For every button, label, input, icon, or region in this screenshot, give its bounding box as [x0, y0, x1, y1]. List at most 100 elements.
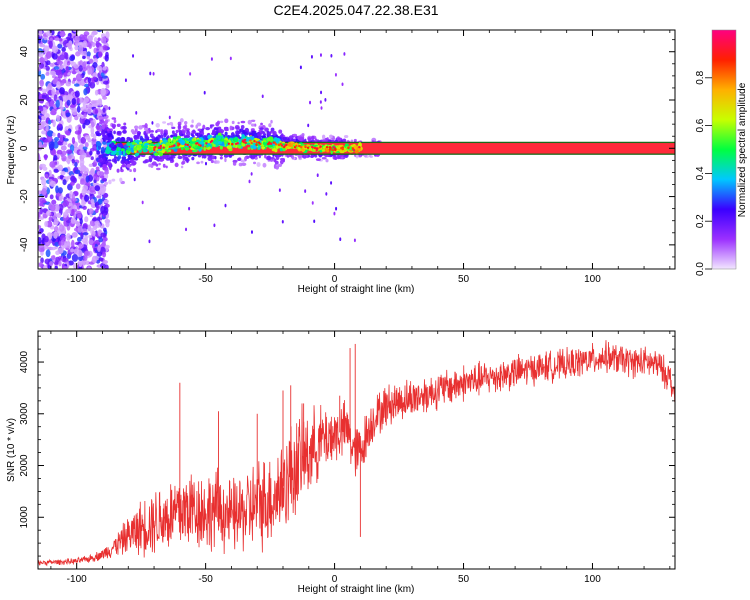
- heatmap-noise-cell: [76, 105, 81, 113]
- heatmap-noise-cell: [38, 37, 42, 44]
- heatmap-noise-cell: [45, 72, 50, 76]
- heatmap-core-cell: [126, 142, 131, 146]
- heatmap-core-cell: [148, 146, 152, 152]
- heatmap-halo-cell: [144, 123, 148, 129]
- heatmap-halo-cell: [113, 130, 116, 135]
- heatmap-noise-cell: [53, 155, 58, 161]
- heatmap-peak-cell: [304, 145, 307, 148]
- heatmap-noise-cell: [82, 66, 87, 72]
- heatmap-noise-cell: [61, 155, 67, 162]
- heatmap-peak-cell: [205, 142, 208, 145]
- heatmap-noise-cell: [66, 149, 73, 155]
- spectrogram-y-tick-label: 20: [19, 94, 30, 106]
- heatmap-core-cell: [116, 151, 119, 156]
- heatmap-noise-cell: [53, 137, 60, 142]
- heatmap-halo-cell: [259, 127, 264, 131]
- heatmap-halo-cell: [200, 160, 204, 164]
- heatmap-noise-cell: [39, 43, 46, 48]
- heatmap-peak-cell: [313, 146, 316, 150]
- heatmap-halo-cell: [258, 129, 262, 133]
- heatmap-noise-cell: [44, 154, 48, 161]
- heatmap-noise-cell: [44, 235, 49, 243]
- heatmap-halo-cell: [171, 130, 175, 135]
- spectrogram-x-axis-label: Height of straight line (km): [298, 284, 415, 295]
- heatmap-core-cell: [178, 144, 185, 148]
- heatmap-halo-cell: [251, 130, 257, 134]
- heatmap-noise-cell: [84, 234, 88, 242]
- heatmap-noise-cell: [100, 232, 107, 238]
- heatmap-core-cell: [158, 151, 164, 157]
- heatmap-noise-cell: [53, 231, 58, 239]
- heatmap-halo-cell: [224, 131, 228, 136]
- heatmap-noise-cell: [77, 237, 82, 242]
- heatmap-noise-cell: [45, 31, 52, 37]
- heatmap-core-cell: [168, 149, 172, 153]
- heatmap-halo-cell: [109, 136, 113, 141]
- heatmap-scatter-cell: [152, 71, 155, 76]
- heatmap-core-cell: [184, 147, 190, 151]
- heatmap-noise-cell: [94, 185, 101, 192]
- heatmap-scatter-cell: [304, 189, 307, 193]
- heatmap-scatter-cell: [120, 166, 123, 171]
- heatmap-halo-cell: [307, 154, 311, 158]
- heatmap-peak-cell: [315, 148, 318, 152]
- heatmap-noise-cell: [71, 98, 77, 106]
- heatmap-core-cell: [139, 141, 143, 145]
- heatmap-halo-cell: [209, 124, 215, 127]
- spectrogram-x-tick-label: -50: [198, 274, 213, 285]
- heatmap-halo-cell: [211, 130, 217, 135]
- heatmap-halo-cell: [115, 138, 120, 142]
- heatmap-halo-cell: [229, 125, 233, 131]
- heatmap-core-cell: [110, 142, 115, 147]
- heatmap-halo-cell: [150, 130, 154, 133]
- heatmap-scatter-cell: [201, 154, 204, 159]
- heatmap-halo-cell: [156, 167, 161, 171]
- heatmap-noise-cell: [72, 30, 80, 33]
- heatmap-peak-cell: [279, 142, 283, 146]
- heatmap-peak-cell: [341, 147, 344, 151]
- heatmap-halo-cell: [103, 135, 107, 141]
- heatmap-core-cell: [297, 146, 301, 151]
- heatmap-peak-cell: [153, 148, 156, 152]
- heatmap-core-cell: [136, 147, 140, 151]
- heatmap-noise-cell: [71, 208, 75, 216]
- heatmap-core-cell: [282, 147, 286, 152]
- snr-y-tick-label: 3000: [19, 402, 30, 425]
- heatmap-peak-cell: [184, 143, 187, 146]
- snr-x-tick-label: -50: [198, 574, 213, 585]
- heatmap-scatter-cell: [141, 200, 144, 205]
- heatmap-noise-cell: [59, 174, 64, 180]
- heatmap-halo-cell: [127, 155, 133, 160]
- heatmap-noise-cell: [57, 187, 63, 194]
- heatmap-halo-cell: [235, 126, 240, 130]
- figure-title: C2E4.2025.047.22.38.E31: [273, 2, 438, 18]
- heatmap-core-cell: [127, 148, 131, 152]
- heatmap-halo-cell: [237, 121, 240, 125]
- heatmap-halo-cell: [291, 138, 294, 142]
- heatmap-core-cell: [134, 153, 139, 157]
- heatmap-halo-cell: [106, 161, 112, 166]
- heatmap-noise-cell: [86, 56, 90, 60]
- heatmap-noise-cell: [44, 138, 49, 143]
- heatmap-halo-cell: [219, 129, 225, 134]
- heatmap-noise-cell: [84, 216, 89, 223]
- heatmap-noise-cell: [90, 168, 95, 176]
- heatmap-halo-cell: [201, 128, 205, 131]
- colorbar-tick-label: 0.2: [695, 214, 706, 228]
- snr-series-line: [38, 340, 675, 567]
- spectrogram-ticks: -100 -50 0 50 100 -40 -20 0 20 40: [19, 30, 675, 285]
- heatmap-noise-cell: [57, 247, 64, 254]
- heatmap-noise-cell: [38, 236, 42, 244]
- heatmap-noise-cell: [59, 32, 66, 37]
- heatmap-halo-cell: [122, 158, 126, 164]
- heatmap-halo-cell: [247, 119, 252, 125]
- spectrogram-heatmap: [38, 30, 675, 269]
- heatmap-halo-cell: [205, 126, 211, 131]
- heatmap-noise-cell: [39, 56, 45, 64]
- heatmap-noise-cell: [38, 30, 43, 37]
- heatmap-noise-cell: [56, 212, 62, 218]
- heatmap-peak-cell: [295, 144, 298, 148]
- heatmap-halo-cell: [105, 119, 109, 123]
- heatmap-halo-cell: [103, 154, 106, 158]
